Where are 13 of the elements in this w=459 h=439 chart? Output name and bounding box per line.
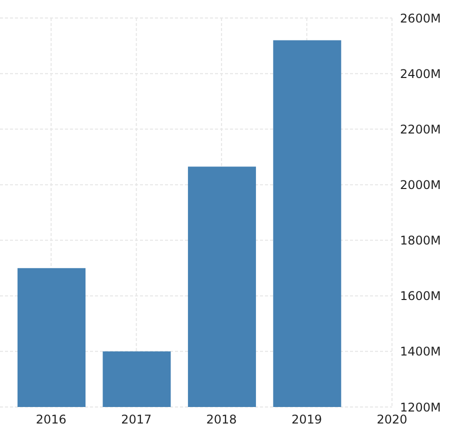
- x-tick-label: 2018: [206, 412, 237, 427]
- y-tick-label: 2000M: [400, 178, 441, 192]
- y-tick-label: 2400M: [400, 66, 441, 81]
- y-tick-label: 2600M: [400, 11, 441, 26]
- y-tick-label: 2200M: [400, 122, 441, 136]
- y-tick-label: 1400M: [400, 344, 441, 359]
- x-tick-label: 2020: [376, 412, 408, 427]
- y-tick-label: 1800M: [400, 234, 441, 248]
- x-tick-label: 2017: [121, 412, 152, 427]
- x-tick-label: 2019: [292, 412, 322, 427]
- y-tick-label: 1600M: [400, 289, 441, 304]
- y-tick-label: 1200M: [400, 400, 441, 414]
- x-tick-label: 2016: [36, 412, 66, 427]
